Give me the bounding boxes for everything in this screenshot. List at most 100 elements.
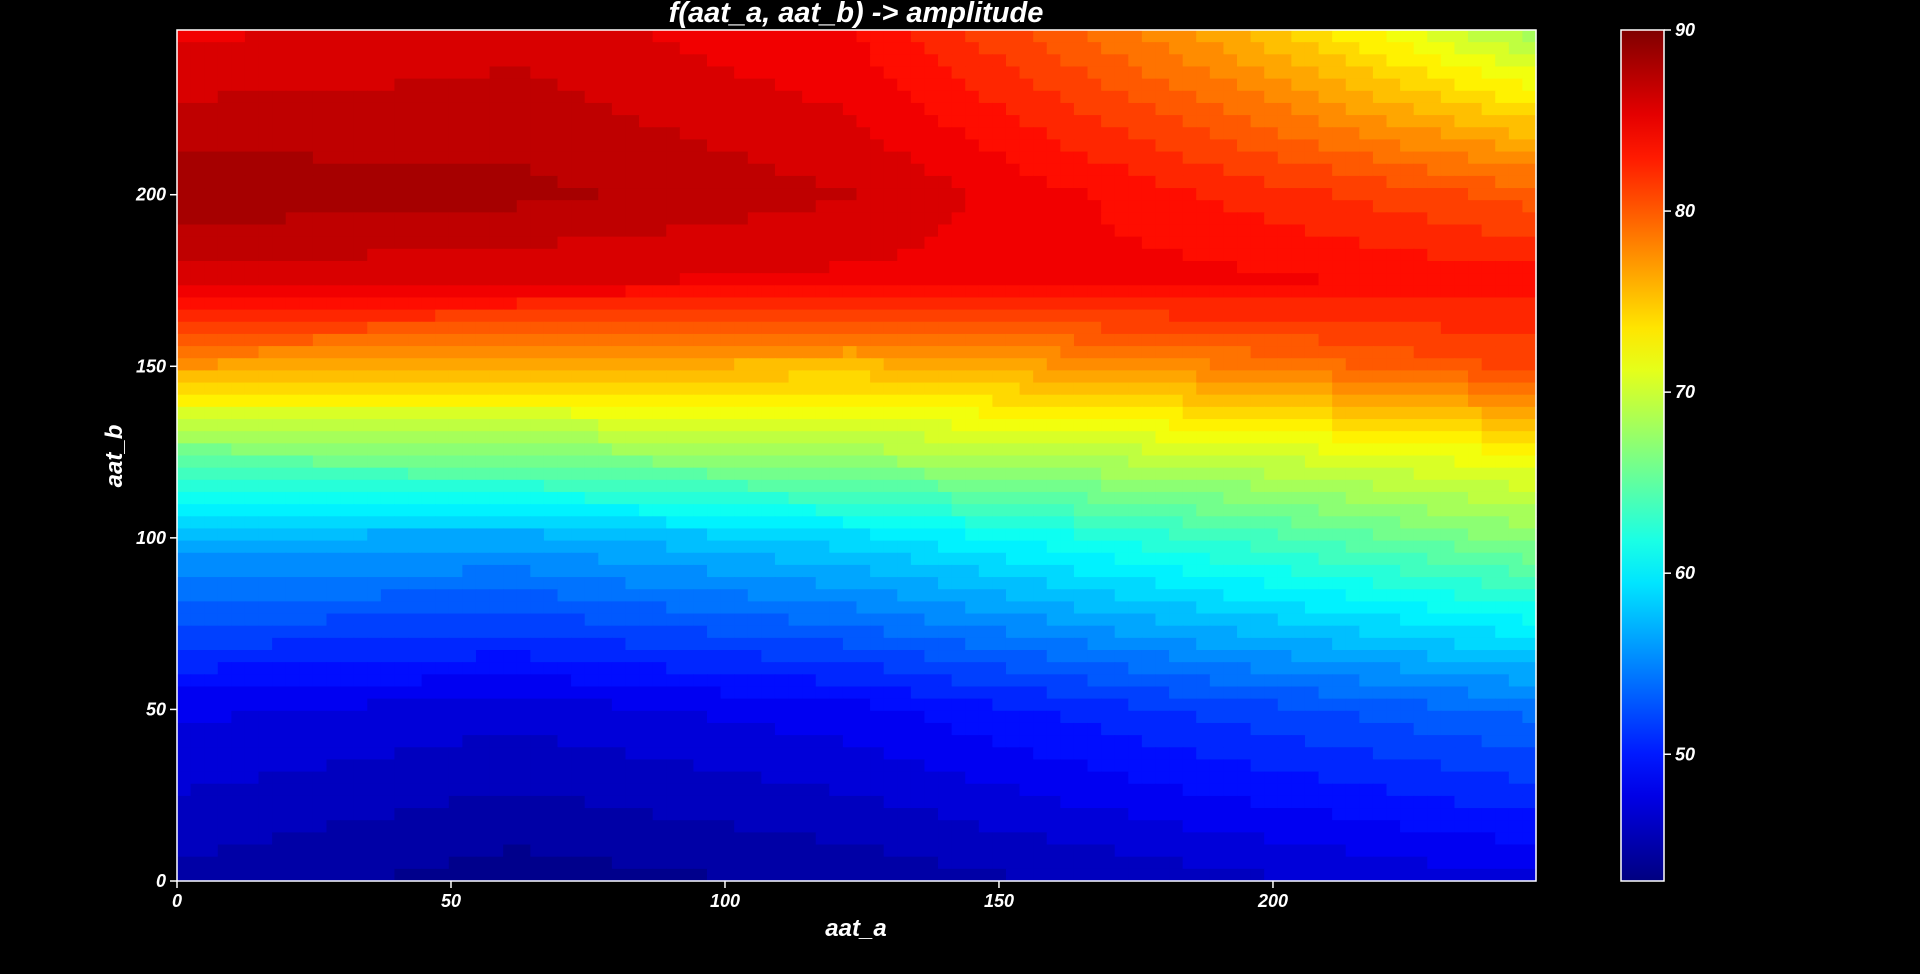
contour-cell xyxy=(1427,455,1442,469)
contour-cell xyxy=(666,589,681,602)
contour-cell xyxy=(1046,212,1061,226)
contour-cell xyxy=(679,491,695,505)
contour-cell xyxy=(1440,175,1456,189)
contour-cell xyxy=(924,90,939,104)
contour-cell xyxy=(1454,224,1469,238)
contour-cell xyxy=(557,491,572,505)
contour-cell xyxy=(965,285,980,299)
contour-cell xyxy=(938,127,953,141)
contour-cell xyxy=(965,127,980,141)
contour-cell xyxy=(761,406,776,420)
contour-cell xyxy=(611,42,627,55)
contour-cell xyxy=(870,66,885,80)
contour-cell xyxy=(530,382,545,396)
contour-cell xyxy=(1169,540,1184,554)
contour-cell xyxy=(204,175,219,189)
contour-cell xyxy=(530,248,545,262)
contour-cell xyxy=(652,443,667,457)
contour-cell xyxy=(679,175,695,189)
contour-cell xyxy=(720,236,735,250)
contour-cell xyxy=(1427,419,1442,432)
contour-cell xyxy=(774,613,790,627)
contour-cell xyxy=(190,333,205,347)
contour-cell xyxy=(611,115,627,128)
contour-cell xyxy=(910,212,926,226)
contour-cell xyxy=(720,224,735,238)
contour-cell xyxy=(788,479,803,493)
contour-cell xyxy=(489,260,504,274)
contour-cell xyxy=(244,406,260,420)
contour-cell xyxy=(1209,613,1225,627)
contour-cell xyxy=(1223,601,1238,615)
contour-cell xyxy=(367,151,382,165)
contour-cell xyxy=(1277,321,1292,335)
contour-cell xyxy=(1413,200,1428,213)
contour-cell xyxy=(503,248,518,262)
contour-cell xyxy=(1318,273,1333,286)
contour-cell xyxy=(761,382,776,396)
contour-cell xyxy=(530,540,545,554)
contour-cell xyxy=(720,66,735,80)
contour-cell xyxy=(815,309,830,323)
contour-cell xyxy=(978,504,993,517)
contour-cell xyxy=(503,66,518,80)
contour-cell xyxy=(1318,321,1333,335)
contour-cell xyxy=(435,200,450,213)
contour-cell xyxy=(217,66,232,80)
contour-cell xyxy=(475,467,491,481)
contour-cell xyxy=(1209,601,1225,615)
contour-cell xyxy=(666,431,681,444)
contour-cell xyxy=(312,419,328,432)
contour-cell xyxy=(774,127,790,141)
contour-cell xyxy=(1060,431,1075,444)
contour-cell xyxy=(177,42,192,55)
contour-cell xyxy=(1481,127,1496,141)
contour-cell xyxy=(897,346,912,359)
contour-cell xyxy=(856,273,871,286)
contour-cell xyxy=(394,90,409,104)
contour-cell xyxy=(1345,479,1360,493)
contour-cell xyxy=(938,66,953,80)
contour-cell xyxy=(448,479,463,493)
contour-cell xyxy=(1372,479,1388,493)
contour-cell xyxy=(177,285,192,299)
contour-cell xyxy=(842,589,858,602)
contour-cell xyxy=(475,528,491,542)
contour-cell xyxy=(1468,297,1483,311)
contour-cell xyxy=(408,151,423,165)
contour-cell xyxy=(1386,321,1401,335)
contour-cell xyxy=(1250,540,1265,554)
contour-cell xyxy=(217,212,232,226)
contour-cell xyxy=(679,273,695,286)
contour-cell xyxy=(1005,540,1021,554)
contour-cell xyxy=(978,540,993,554)
contour-cell xyxy=(408,589,423,602)
contour-cell xyxy=(326,78,341,92)
contour-cell xyxy=(951,260,966,274)
contour-cell xyxy=(1413,431,1428,444)
contour-cell xyxy=(1155,54,1170,68)
contour-cell xyxy=(1019,516,1034,530)
contour-cell xyxy=(910,540,926,554)
contour-cell xyxy=(1087,309,1102,323)
contour-cell xyxy=(475,552,491,566)
contour-cell xyxy=(244,30,260,43)
contour-cell xyxy=(1440,260,1456,274)
contour-cell xyxy=(1427,163,1442,177)
contour-cell xyxy=(312,479,328,493)
contour-cell xyxy=(666,102,681,116)
contour-cell xyxy=(177,115,192,128)
contour-cell xyxy=(503,285,518,299)
contour-cell xyxy=(217,188,232,201)
contour-cell xyxy=(625,163,640,177)
contour-cell xyxy=(815,613,830,627)
contour-cell xyxy=(394,309,409,323)
contour-cell xyxy=(367,297,382,311)
contour-cell xyxy=(1060,601,1075,615)
contour-cell xyxy=(1101,188,1116,201)
contour-cell xyxy=(1087,419,1102,432)
contour-cell xyxy=(666,479,681,493)
contour-cell xyxy=(924,333,939,347)
contour-cell xyxy=(924,163,939,177)
contour-cell xyxy=(421,248,436,262)
